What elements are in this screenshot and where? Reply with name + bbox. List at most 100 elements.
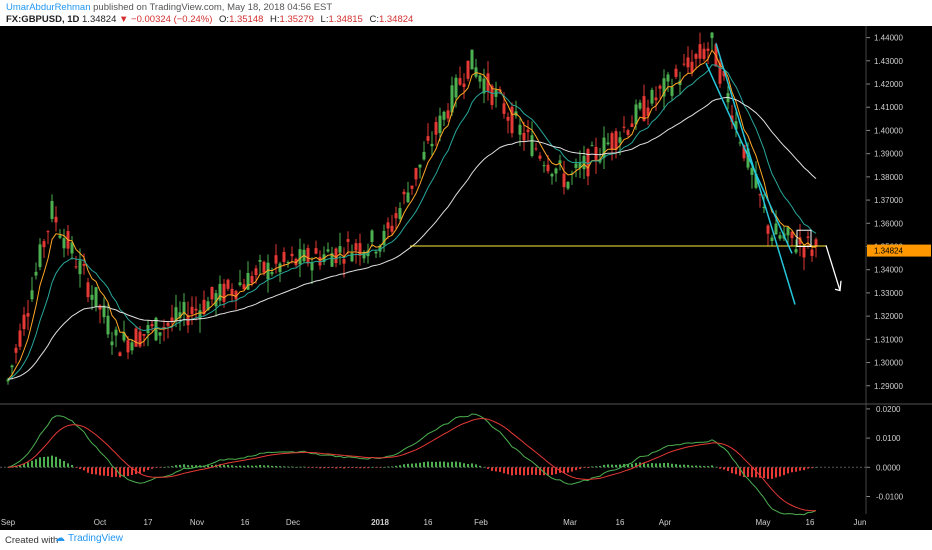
macd-histogram-bar [663, 463, 665, 468]
price-tick-label: 1.34000 [874, 266, 903, 275]
cloud-icon: ☁ [55, 533, 65, 544]
macd-histogram-bar [95, 467, 97, 475]
candle-body [78, 260, 82, 275]
macd-histogram-bar [755, 467, 757, 478]
macd-histogram-bar [535, 467, 537, 475]
candle-body [94, 287, 98, 307]
candle-body [50, 200, 54, 219]
candle-body [510, 106, 514, 134]
macd-histogram-bar [243, 465, 245, 468]
candle-body [462, 83, 466, 88]
macd-histogram-bar [471, 463, 473, 468]
macd-histogram-bar [411, 463, 413, 468]
candle-body [426, 136, 430, 141]
macd-histogram-bar [783, 467, 785, 476]
macd-histogram-bar [27, 462, 29, 468]
macd-histogram-bar [327, 467, 329, 468]
macd-histogram-bar [567, 467, 569, 473]
date-tick-label: 17 [144, 518, 153, 527]
candle-body [26, 313, 30, 317]
price-tick-label: 1.40000 [874, 126, 903, 135]
candle-body [686, 57, 690, 68]
macd-histogram-bar [351, 467, 353, 469]
candle-body [10, 365, 14, 368]
candle-body [534, 148, 538, 150]
macd-histogram-bar [607, 464, 609, 468]
date-tick-label: Sep [1, 518, 16, 527]
candle-body [562, 173, 566, 188]
macd-histogram-bar [727, 467, 729, 471]
candle-body [550, 173, 554, 177]
macd-histogram-bar [399, 465, 401, 468]
price-tick-label: 1.43000 [874, 57, 903, 66]
candle-body [422, 151, 426, 160]
candle-body [458, 78, 462, 85]
candle-body [70, 242, 74, 254]
macd-histogram-bar [407, 463, 409, 468]
candle-body [526, 129, 530, 133]
down-triangle-icon: ▼ [119, 14, 129, 25]
price-tick-label: 1.29000 [874, 382, 903, 391]
macd-histogram-bar [359, 467, 361, 469]
candle-body [118, 352, 122, 357]
candle-body [390, 225, 394, 232]
candle-body [418, 164, 422, 168]
macd-histogram-bar [279, 466, 281, 468]
macd-histogram-bar [615, 464, 617, 468]
candle-body [798, 237, 802, 245]
candle-body [198, 310, 202, 320]
macd-histogram-bar [435, 461, 437, 468]
candle-body [46, 231, 50, 233]
candle-body [406, 192, 410, 203]
author-link[interactable]: UmarAbdurRehman [6, 2, 91, 13]
date-tick-label: 16 [241, 518, 250, 527]
macd-histogram-bar [551, 467, 553, 475]
macd-histogram-bar [731, 467, 733, 474]
candle-body [666, 74, 670, 82]
candle-body [750, 167, 754, 175]
candle-body [614, 131, 618, 150]
date-tick-label: 16 [806, 518, 815, 527]
chart-area[interactable]: 1.29000 1.30000 1.31000 1.32000 1.33000 1.340… [0, 26, 932, 530]
macd-tick-label: -0.0100 [876, 492, 904, 501]
candle-body [606, 142, 610, 145]
macd-signal-line [7, 418, 817, 512]
macd-histogram-bar [339, 467, 341, 469]
macd-histogram-bar [787, 467, 789, 474]
candle-body [258, 260, 262, 262]
macd-histogram-bar [447, 462, 449, 468]
price-chart-svg[interactable]: 1.29000 1.30000 1.31000 1.32000 1.33000 1.340… [0, 26, 932, 530]
macd-histogram-bar [131, 467, 133, 475]
candle-body [314, 248, 318, 254]
macd-histogram-bar [527, 467, 529, 476]
candle-body [690, 61, 694, 73]
symbol-label: FX:GBPUSD, 1D [6, 14, 80, 25]
macd-histogram-bar [591, 466, 593, 468]
macd-histogram-bar [547, 467, 549, 476]
candle-body [162, 326, 166, 329]
macd-histogram-bar [439, 461, 441, 468]
candle-body [138, 331, 142, 347]
candle-body [682, 63, 686, 65]
candle-body [326, 249, 330, 252]
candle-body [18, 330, 22, 347]
macd-histogram-bar [599, 466, 601, 468]
candle-body [298, 249, 302, 265]
macd-histogram-bar [255, 465, 257, 468]
date-tick-label: Mar [563, 518, 577, 527]
macd-tick-label: 0.0100 [876, 434, 901, 443]
candle-body [278, 263, 282, 273]
candle-body [150, 324, 154, 327]
macd-histogram-group [7, 455, 817, 479]
macd-histogram-bar [367, 467, 369, 469]
candle-body [610, 133, 614, 150]
candle-body [626, 130, 630, 135]
candle-body [202, 299, 206, 314]
macd-histogram-bar [383, 467, 385, 468]
tradingview-brand[interactable]: ☁ TradingView [55, 533, 123, 544]
candle-body [802, 247, 806, 258]
macd-histogram-bar [299, 466, 301, 468]
candle-body [482, 78, 486, 94]
candle-body [774, 223, 778, 235]
macd-histogram-bar [799, 467, 801, 471]
